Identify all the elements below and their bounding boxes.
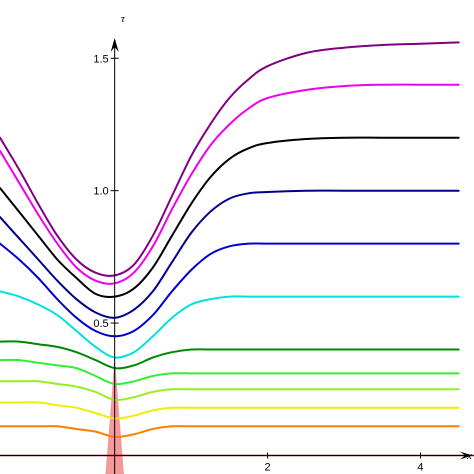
series-line-4	[0, 189, 460, 319]
x-axis-label: x	[466, 450, 472, 462]
y-tick-label-2: 1.0	[93, 186, 108, 198]
y-axis-arrow	[110, 38, 119, 52]
y-tick-label-3: 1.5	[93, 53, 108, 65]
series-line-10	[0, 401, 460, 420]
y-tick-label-1: 0.5	[93, 318, 108, 330]
x-tick-label-2: 4	[417, 461, 423, 473]
series-group	[0, 41, 460, 438]
x-axis-arrow	[460, 451, 472, 460]
axes-group: 0.5 1.0 1.5 2 4	[0, 38, 472, 474]
series-line-7	[0, 340, 460, 370]
series-line-1	[0, 41, 460, 277]
series-line-11	[0, 425, 460, 438]
series-line-5	[0, 242, 460, 338]
series-line-2	[0, 83, 460, 285]
series-line-3	[0, 136, 460, 298]
series-line-8	[0, 358, 460, 386]
series-line-6	[0, 290, 460, 359]
series-line-9	[0, 380, 460, 402]
x-tick-label-1: 2	[265, 461, 271, 473]
y-axis-label: τ	[121, 13, 126, 25]
